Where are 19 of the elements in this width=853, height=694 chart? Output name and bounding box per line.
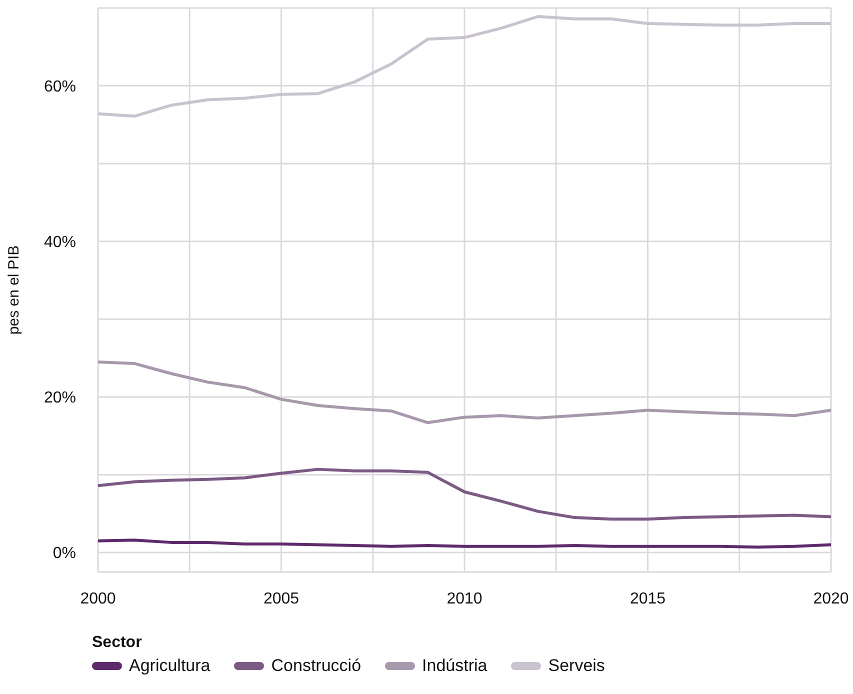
x-tick-label: 2005 xyxy=(263,590,300,608)
y-tick-label: 60% xyxy=(44,78,76,96)
x-tick-label: 2010 xyxy=(446,590,482,608)
x-tick-label: 2020 xyxy=(813,590,849,608)
y-axis-title: pes en el PIB xyxy=(5,245,22,335)
y-tick-label: 20% xyxy=(44,390,76,407)
y-tick-label: 0% xyxy=(52,545,76,562)
legend-label: Serveis xyxy=(548,656,605,676)
x-tick-label: 2015 xyxy=(630,590,666,608)
legend-label: Construcció xyxy=(271,656,362,676)
y-tick-label: 40% xyxy=(44,234,76,252)
legend-title: Sector xyxy=(92,634,143,652)
line-series xyxy=(98,15,831,118)
line-series xyxy=(98,538,831,549)
x-tick-label: 2000 xyxy=(80,590,116,608)
legend-label: Agricultura xyxy=(129,656,210,676)
legend-label: Indústria xyxy=(422,656,488,676)
line-series xyxy=(98,360,831,424)
line-series xyxy=(98,468,831,521)
